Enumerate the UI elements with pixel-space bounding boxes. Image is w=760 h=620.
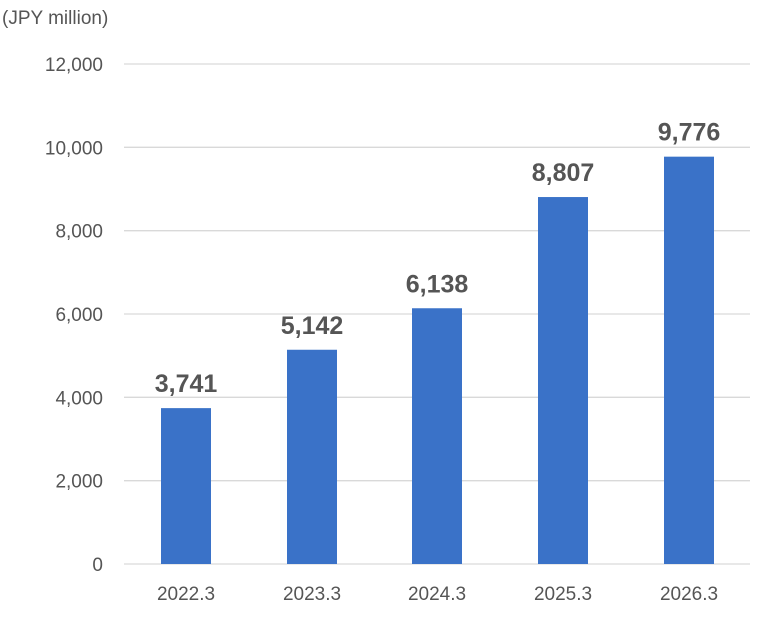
x-tick-label: 2023.3 — [283, 584, 341, 605]
x-tick-label: 2024.3 — [408, 584, 466, 605]
bar — [664, 156, 714, 564]
data-label: 5,142 — [281, 312, 344, 340]
y-tick-label: 10,000 — [45, 138, 103, 159]
bar — [161, 408, 211, 564]
bar — [538, 197, 588, 564]
y-tick-label: 6,000 — [55, 305, 103, 326]
y-tick-label: 8,000 — [55, 222, 103, 243]
y-tick-label: 2,000 — [55, 472, 103, 493]
bar — [287, 349, 337, 564]
x-tick-label: 2026.3 — [660, 584, 718, 605]
data-label: 3,741 — [155, 370, 218, 398]
data-labels: 3,741 5,142 6,138 8,807 9,776 — [155, 119, 721, 398]
y-axis-tick-labels: 0 2,000 4,000 6,000 8,000 10,000 12,000 — [45, 55, 103, 576]
data-label: 8,807 — [532, 159, 595, 187]
data-label: 6,138 — [406, 270, 469, 298]
bars — [161, 156, 714, 564]
bar — [412, 308, 462, 564]
y-tick-label: 0 — [92, 555, 103, 576]
y-tick-label: 4,000 — [55, 388, 103, 409]
y-tick-label: 12,000 — [45, 55, 103, 76]
x-tick-label: 2025.3 — [534, 584, 592, 605]
x-axis-tick-labels: 2022.3 2023.3 2024.3 2025.3 2026.3 — [157, 584, 718, 605]
unit-label: (JPY million) — [2, 8, 108, 29]
data-label: 9,776 — [658, 119, 721, 147]
x-tick-label: 2022.3 — [157, 584, 215, 605]
